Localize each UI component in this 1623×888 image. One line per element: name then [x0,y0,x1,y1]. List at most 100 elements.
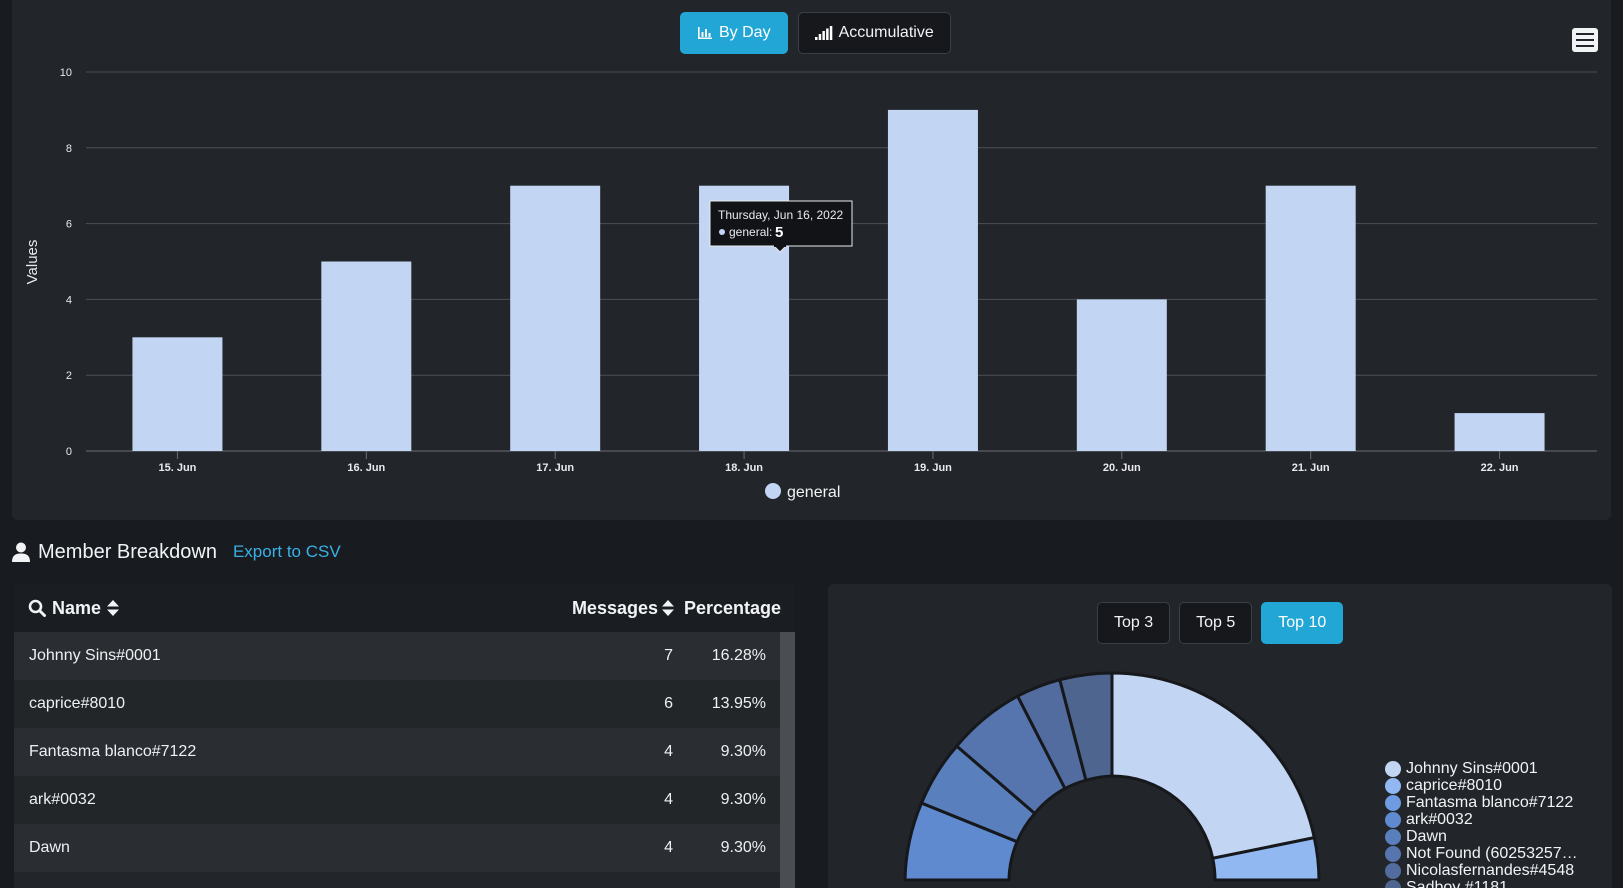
y-tick-label: 10 [60,67,72,79]
donut-slice-6[interactable] [954,694,1068,816]
bar[interactable] [132,337,223,451]
top-n-toggle: Top 3 Top 5 Top 10 [1097,602,1344,644]
member-name: Johnny Sins#0001 [29,647,161,664]
legend-label: Nicolasfernandes#4548 [1406,862,1575,879]
donut-legend: Johnny Sins#0001 caprice#8010 Fantasma b… [1385,760,1578,888]
y-tick-label: 2 [66,370,72,382]
legend-item[interactable]: Nicolasfernandes#4548 [1385,862,1578,879]
by-day-label: By Day [719,24,771,41]
member-table: Name Messages Percentage Johnny Sins#000… [14,584,795,888]
table-row[interactable]: ark#0032 4 9.30% [14,776,780,824]
bar[interactable] [1454,413,1545,451]
x-tick-label: 17. Jun [536,462,574,474]
legend-item[interactable]: caprice#8010 [1385,777,1578,794]
member-name: Fantasma blanco#7122 [29,743,197,760]
bar[interactable] [887,109,978,452]
tooltip-series-dot [719,229,725,235]
chart-menu-icon[interactable] [1572,28,1598,52]
donut-slice-5[interactable] [919,743,1037,844]
member-percentage: 16.28% [711,647,766,664]
chart-mode-toggle: By Day Accumulative [680,12,951,54]
member-breakdown-header: Member Breakdown Export to CSV [12,538,341,566]
accumulative-button[interactable]: Accumulative [797,12,951,54]
top-3-button[interactable]: Top 3 [1097,602,1171,644]
name-header-label: Name [52,597,102,618]
x-tick-label: 15. Jun [158,462,196,474]
member-messages: 6 [664,695,673,712]
legend-label: ark#0032 [1406,811,1473,828]
donut-slice-johnny-sins[interactable] [1110,671,1317,861]
table-row[interactable]: Johnny Sins#0001 7 16.28% [14,632,780,680]
legend-dot [1385,879,1401,888]
legend-dot [1385,794,1401,811]
table-row[interactable]: caprice#8010 6 13.95% [14,680,780,728]
bar[interactable] [1265,185,1356,451]
member-messages: 4 [664,791,673,808]
legend-item[interactable]: Johnny Sins#0001 [1385,760,1578,777]
legend-dot [1385,811,1401,828]
legend-label: Fantasma blanco#7122 [1406,794,1574,811]
donut-slice-8[interactable] [1057,671,1114,783]
x-tick-label: 20. Jun [1103,462,1141,474]
table-header: Name Messages Percentage [14,584,795,632]
x-tick-label: 21. Jun [1292,462,1330,474]
member-percentage: 13.95% [711,695,766,712]
member-percentage: 9.30% [720,791,766,808]
y-tick-label: 0 [66,446,72,458]
donut-slice-caprice[interactable] [1210,835,1321,882]
sort-icon[interactable] [107,600,120,616]
bar-chart-icon [698,27,712,39]
section-title: Member Breakdown [38,540,217,563]
bar[interactable] [510,185,601,451]
legend-general-label[interactable]: general [787,484,840,501]
table-row[interactable]: Dawn 4 9.30% [14,824,780,872]
x-tick-label: 19. Jun [914,462,952,474]
sort-icon[interactable] [662,600,674,616]
member-name: caprice#8010 [29,695,126,712]
by-day-button[interactable]: By Day [680,12,788,54]
table-row[interactable]: Fantasma blanco#7122 4 9.30% [14,728,780,776]
user-icon [12,542,30,562]
bar-chart: 15. Jun 16. Jun 17. Jun 18. Jun 19. Jun 20. J… [24,67,1597,501]
accumulative-label: Accumulative [838,24,934,41]
pie-chart-panel: Top 3 Top 5 Top 10 Johnny Sins#0001 capr… [828,584,1612,888]
tooltip-value: 5 [775,224,783,241]
search-icon[interactable] [28,599,46,617]
tooltip-series-label: general: [729,225,772,239]
table-body: Johnny Sins#0001 7 16.28% caprice#8010 6 13.… [14,632,780,872]
donut-slice-4[interactable] [903,801,1020,882]
legend-item[interactable]: Not Found (60253257… [1385,845,1578,862]
y-tick-label: 4 [66,294,72,306]
top-5-button[interactable]: Top 5 [1179,602,1253,644]
bar[interactable] [321,261,412,452]
x-tick-label: 18. Jun [725,462,763,474]
member-name: ark#0032 [29,791,96,808]
legend-label: caprice#8010 [1406,777,1503,794]
member-percentage: 9.30% [720,839,766,856]
legend-item[interactable]: Fantasma blanco#7122 [1385,794,1578,811]
donut-chart [903,671,1321,882]
top-10-button[interactable]: Top 10 [1261,602,1344,644]
donut-slice-7[interactable] [1015,677,1088,791]
messages-column-header[interactable]: Messages [514,598,674,619]
legend-item[interactable]: Sadboy #1181 [1385,879,1578,888]
legend-general-dot[interactable] [765,483,781,499]
export-csv-link[interactable]: Export to CSV [232,542,341,561]
table-scrollbar[interactable] [780,632,795,888]
member-messages: 4 [664,743,673,760]
bar[interactable] [699,185,790,451]
legend-item[interactable]: Dawn [1385,828,1578,845]
chart-tooltip: Thursday, Jun 16, 2022 general: 5 [709,200,853,253]
legend-label: Sadboy #1181 [1406,879,1509,888]
legend-label: Not Found (60253257… [1406,845,1578,862]
legend-label: Dawn [1406,828,1447,845]
legend-item[interactable]: ark#0032 [1385,811,1578,828]
member-percentage: 9.30% [720,743,766,760]
x-tick-label: 16. Jun [347,462,385,474]
name-column-header[interactable]: Name [14,598,514,619]
bar[interactable] [1076,299,1167,451]
y-tick-label: 8 [66,143,72,155]
legend-dot [1385,760,1401,777]
messages-header-label: Messages [571,597,658,618]
legend-dot [1385,862,1401,879]
